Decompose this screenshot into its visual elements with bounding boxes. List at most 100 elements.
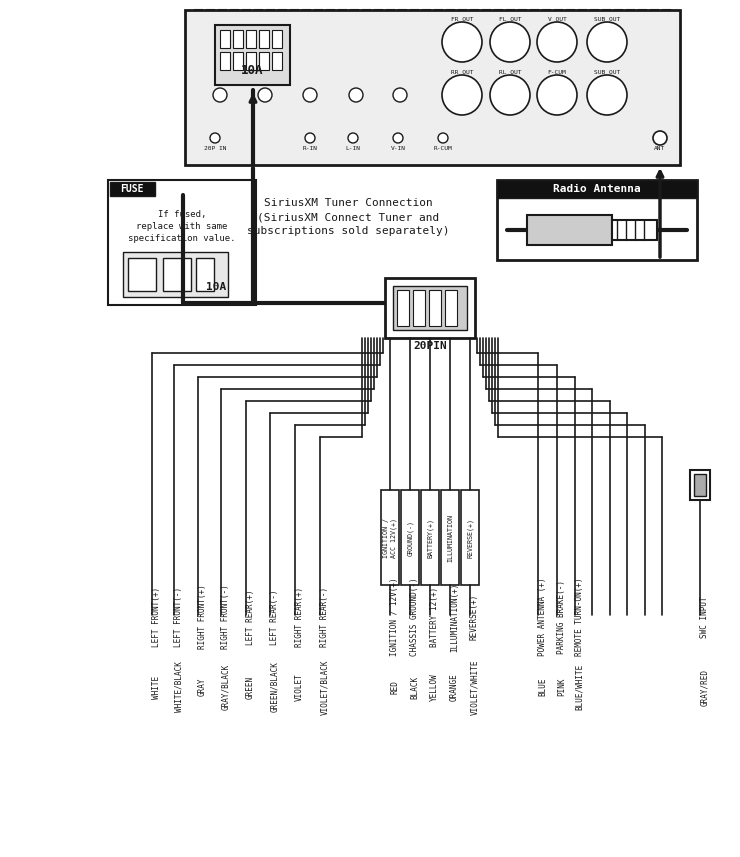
Text: BLUE/WHITE: BLUE/WHITE — [575, 664, 584, 710]
Text: BATTERY(+): BATTERY(+) — [427, 518, 433, 558]
Text: ANT: ANT — [654, 146, 665, 151]
Circle shape — [587, 75, 627, 115]
Bar — [246, 52, 256, 70]
Bar — [233, 30, 243, 48]
Text: REMOTE TURN-ON(+): REMOTE TURN-ON(+) — [575, 578, 584, 656]
Bar — [220, 52, 230, 70]
Circle shape — [537, 22, 577, 62]
Text: RR OUT: RR OUT — [451, 69, 474, 75]
Circle shape — [393, 133, 403, 143]
Text: V-IN: V-IN — [391, 146, 406, 151]
Text: RIGHT FRONT(-): RIGHT FRONT(-) — [221, 584, 230, 650]
Bar — [220, 30, 230, 48]
Text: specification value.: specification value. — [128, 234, 236, 243]
Text: LEFT REAR(-): LEFT REAR(-) — [270, 590, 279, 644]
Text: YELLOW: YELLOW — [430, 673, 439, 701]
Text: V OUT: V OUT — [548, 16, 566, 21]
Bar — [445, 290, 457, 326]
Text: RIGHT REAR(-): RIGHT REAR(-) — [320, 587, 329, 647]
Text: WHITE: WHITE — [152, 675, 161, 698]
Text: replace with same: replace with same — [136, 222, 228, 231]
Circle shape — [490, 75, 530, 115]
Bar — [393, 286, 467, 330]
Text: FL OUT: FL OUT — [499, 16, 521, 21]
Bar — [612, 220, 657, 240]
Text: GRAY/RED: GRAY/RED — [700, 668, 709, 705]
Text: RIGHT REAR(+): RIGHT REAR(+) — [295, 587, 304, 647]
Text: GRAY/BLACK: GRAY/BLACK — [221, 664, 230, 710]
Circle shape — [213, 88, 227, 102]
Bar — [259, 52, 269, 70]
Text: BLACK: BLACK — [410, 675, 419, 698]
Text: PARKING BRAKE(-): PARKING BRAKE(-) — [557, 580, 566, 654]
Circle shape — [210, 133, 220, 143]
Bar — [108, 180, 256, 305]
Text: LEFT REAR(+): LEFT REAR(+) — [246, 590, 255, 644]
Text: L-IN: L-IN — [346, 146, 360, 151]
Text: subscriptions sold separately): subscriptions sold separately) — [246, 226, 449, 236]
Circle shape — [303, 88, 317, 102]
Bar — [421, 490, 439, 585]
Bar — [215, 25, 290, 85]
Text: 20PIN: 20PIN — [413, 341, 447, 351]
Text: IGNITION /
ACC 12V(+): IGNITION / ACC 12V(+) — [383, 518, 397, 558]
Bar — [128, 258, 156, 291]
Text: SUB OUT: SUB OUT — [594, 16, 620, 21]
Text: BATTERY 12(+): BATTERY 12(+) — [430, 587, 439, 647]
Circle shape — [442, 22, 482, 62]
Bar — [413, 290, 425, 326]
Bar — [110, 182, 155, 196]
Text: R-IN: R-IN — [303, 146, 317, 151]
Text: PINK: PINK — [557, 678, 566, 696]
Bar — [233, 52, 243, 70]
Text: 10A: 10A — [240, 63, 263, 76]
Bar — [272, 52, 282, 70]
Circle shape — [490, 22, 530, 62]
Bar — [401, 490, 419, 585]
Text: WHITE/BLACK: WHITE/BLACK — [174, 662, 183, 712]
Text: F-CUM: F-CUM — [548, 69, 566, 75]
Text: SUB OUT: SUB OUT — [594, 69, 620, 75]
Circle shape — [393, 88, 407, 102]
Bar — [381, 490, 399, 585]
Bar — [397, 290, 409, 326]
Text: CHASSIS GROUND(-): CHASSIS GROUND(-) — [410, 578, 419, 656]
Text: ILLUMINATION(+): ILLUMINATION(+) — [450, 582, 459, 651]
Text: 10A: 10A — [206, 282, 226, 292]
Bar — [690, 470, 710, 500]
Text: ORANGE: ORANGE — [450, 673, 459, 701]
Circle shape — [587, 22, 627, 62]
Circle shape — [305, 133, 315, 143]
Bar — [441, 490, 459, 585]
Text: (SiriusXM Connect Tuner and: (SiriusXM Connect Tuner and — [257, 212, 439, 222]
Bar — [163, 258, 191, 291]
Text: POWER ANTENNA (+): POWER ANTENNA (+) — [538, 578, 547, 656]
Text: 20P IN: 20P IN — [204, 146, 226, 151]
Bar — [694, 474, 706, 496]
Text: VIOLET/BLACK: VIOLET/BLACK — [320, 659, 329, 715]
Text: SiriusXM Tuner Connection: SiriusXM Tuner Connection — [263, 198, 432, 208]
Circle shape — [348, 133, 358, 143]
Bar — [272, 30, 282, 48]
Bar — [461, 490, 479, 585]
Text: RL OUT: RL OUT — [499, 69, 521, 75]
Text: R-CUM: R-CUM — [434, 146, 452, 151]
Text: GREEN/BLACK: GREEN/BLACK — [270, 662, 279, 712]
Bar — [497, 180, 697, 198]
Bar — [246, 30, 256, 48]
Circle shape — [537, 75, 577, 115]
Text: BLUE: BLUE — [538, 678, 547, 696]
Circle shape — [653, 131, 667, 145]
Text: REVERSE(+): REVERSE(+) — [470, 594, 479, 640]
Bar — [385, 278, 475, 338]
Circle shape — [442, 75, 482, 115]
Text: SWC INPUT: SWC INPUT — [700, 596, 709, 638]
Circle shape — [349, 88, 363, 102]
Text: GROUND(-): GROUND(-) — [407, 519, 413, 555]
Text: FUSE: FUSE — [120, 184, 144, 194]
Text: VIOLET: VIOLET — [295, 673, 304, 701]
Bar — [429, 290, 441, 326]
Bar — [185, 10, 680, 165]
Text: If fused,: If fused, — [158, 210, 206, 219]
Bar — [259, 30, 269, 48]
